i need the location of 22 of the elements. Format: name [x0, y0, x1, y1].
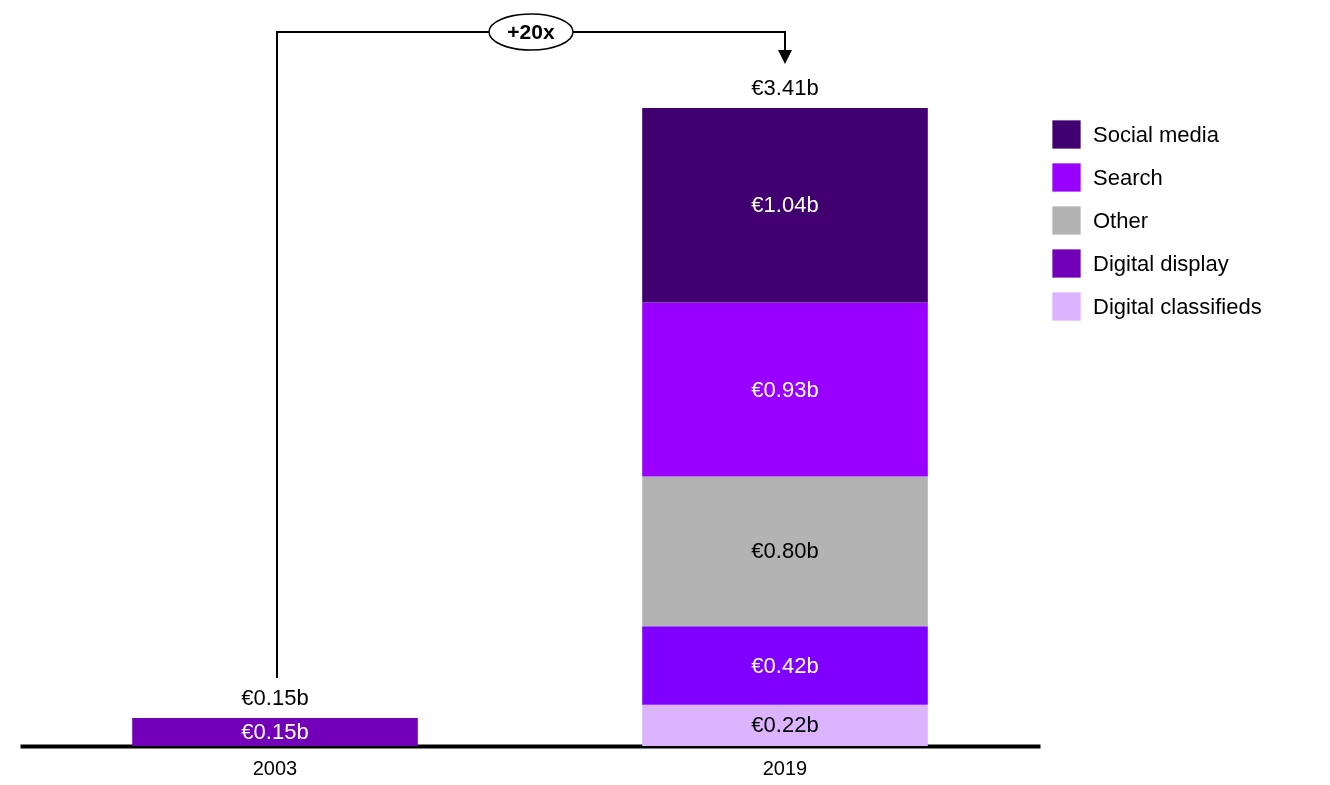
- legend-label: Digital classifieds: [1093, 293, 1262, 319]
- data-label: €0.22b: [751, 712, 819, 738]
- bar: [642, 626, 928, 705]
- legend-label: Social media: [1093, 121, 1220, 147]
- total-label: €3.41b: [751, 75, 819, 100]
- data-label: €0.93b: [751, 376, 819, 402]
- bar: [642, 108, 928, 303]
- legend-label: Other: [1093, 207, 1149, 233]
- bar: [132, 717, 418, 746]
- total-label: €0.15b: [241, 684, 309, 710]
- data-label: €1.04b: [751, 192, 819, 218]
- bar: [642, 704, 928, 746]
- legend-label: Digital display: [1093, 250, 1229, 276]
- text: +20x: [507, 20, 555, 43]
- legend-label: Search: [1093, 164, 1163, 190]
- bar: [642, 476, 928, 627]
- data-label: €0.42b: [751, 652, 819, 678]
- data-label: €0.80b: [751, 538, 819, 564]
- x-tick-label: 2019: [762, 756, 808, 779]
- data-label: €0.15b: [241, 718, 309, 744]
- x-tick-label: 2003: [252, 756, 298, 779]
- bar: [642, 302, 928, 477]
